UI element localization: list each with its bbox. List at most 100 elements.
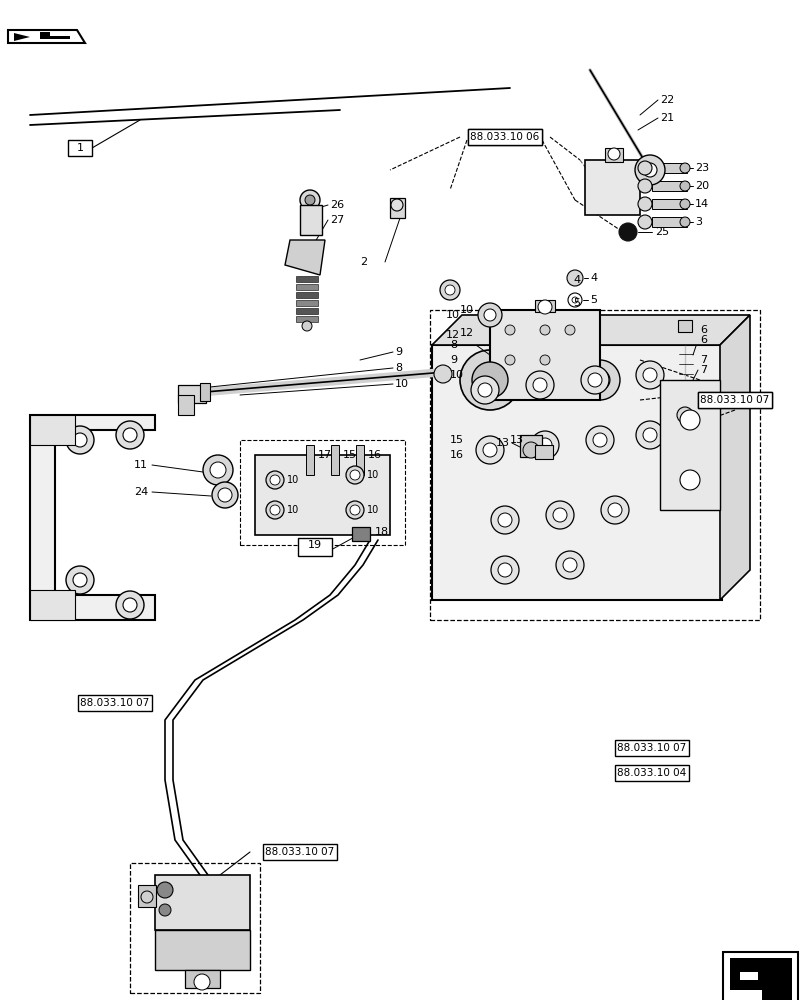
Text: 4: 4 — [590, 273, 596, 283]
Bar — [534, 445, 552, 459]
Text: 9: 9 — [449, 355, 457, 365]
Circle shape — [676, 407, 692, 423]
Text: 2: 2 — [359, 257, 367, 267]
Circle shape — [203, 455, 233, 485]
Bar — [584, 160, 639, 215]
Circle shape — [539, 325, 549, 335]
Circle shape — [212, 482, 238, 508]
Text: 10: 10 — [445, 310, 460, 320]
Text: 6: 6 — [699, 335, 706, 345]
Circle shape — [530, 431, 558, 459]
Circle shape — [679, 181, 689, 191]
Circle shape — [217, 488, 232, 502]
Circle shape — [460, 350, 519, 410]
Circle shape — [642, 163, 656, 177]
Circle shape — [471, 362, 508, 398]
Circle shape — [618, 223, 636, 241]
Bar — [389, 198, 405, 218]
Text: 25: 25 — [654, 227, 668, 237]
Text: 5: 5 — [573, 298, 579, 308]
Circle shape — [478, 383, 491, 397]
Bar — [331, 445, 338, 475]
Bar — [430, 310, 759, 620]
Bar — [431, 345, 721, 600]
Text: 3: 3 — [694, 217, 702, 227]
Circle shape — [116, 421, 144, 449]
Circle shape — [642, 428, 656, 442]
Circle shape — [556, 551, 583, 579]
Circle shape — [566, 270, 582, 286]
Circle shape — [545, 501, 573, 529]
Polygon shape — [285, 240, 324, 275]
Bar — [651, 217, 686, 227]
Circle shape — [522, 442, 539, 458]
Circle shape — [210, 462, 225, 478]
Text: 10: 10 — [367, 470, 379, 480]
Circle shape — [444, 285, 454, 295]
Circle shape — [483, 309, 496, 321]
Circle shape — [270, 505, 280, 515]
Bar — [677, 320, 691, 332]
Text: 88.033.10 04: 88.033.10 04 — [616, 768, 686, 778]
Bar — [155, 875, 250, 930]
Circle shape — [634, 155, 664, 185]
Circle shape — [679, 217, 689, 227]
Circle shape — [637, 161, 651, 175]
Circle shape — [532, 378, 547, 392]
Bar — [306, 445, 314, 475]
Circle shape — [483, 443, 496, 457]
Text: 15: 15 — [449, 435, 463, 445]
Circle shape — [491, 556, 518, 584]
Circle shape — [581, 366, 608, 394]
Circle shape — [497, 563, 512, 577]
Text: 9: 9 — [394, 347, 401, 357]
Bar — [130, 863, 260, 993]
Circle shape — [592, 433, 607, 447]
Bar — [296, 292, 318, 298]
Circle shape — [607, 148, 620, 160]
Bar — [604, 148, 622, 162]
Polygon shape — [14, 33, 30, 41]
Text: 23: 23 — [694, 163, 708, 173]
Circle shape — [350, 505, 359, 515]
Text: 7: 7 — [699, 355, 706, 365]
Bar — [651, 199, 686, 209]
Text: 12: 12 — [460, 328, 474, 338]
Text: 18: 18 — [375, 527, 388, 537]
Bar — [178, 395, 194, 415]
Bar — [296, 276, 318, 282]
Circle shape — [538, 438, 551, 452]
Circle shape — [637, 179, 651, 193]
Bar — [351, 527, 370, 541]
Text: 13: 13 — [496, 438, 509, 448]
Circle shape — [440, 280, 460, 300]
Bar — [68, 140, 92, 156]
Circle shape — [141, 891, 152, 903]
Bar — [299, 205, 322, 235]
Polygon shape — [431, 315, 749, 345]
Circle shape — [194, 974, 210, 990]
Circle shape — [637, 197, 651, 211]
Circle shape — [122, 428, 137, 442]
Circle shape — [607, 503, 621, 517]
Circle shape — [299, 190, 320, 210]
Bar — [30, 590, 75, 620]
Text: 8: 8 — [449, 340, 457, 350]
Circle shape — [491, 506, 518, 534]
Polygon shape — [719, 315, 749, 600]
Text: 88.033.10 07: 88.033.10 07 — [700, 395, 769, 405]
Text: 24: 24 — [134, 487, 148, 497]
Circle shape — [564, 325, 574, 335]
Bar — [298, 538, 332, 556]
Circle shape — [590, 370, 609, 390]
Circle shape — [538, 300, 551, 314]
Circle shape — [302, 321, 311, 331]
Text: 88.033.10 06: 88.033.10 06 — [470, 132, 539, 142]
Text: 1: 1 — [76, 143, 84, 153]
Circle shape — [600, 496, 629, 524]
Bar — [651, 163, 686, 173]
Circle shape — [504, 355, 514, 365]
Text: 16: 16 — [367, 450, 381, 460]
Bar — [534, 300, 554, 312]
Circle shape — [587, 373, 601, 387]
